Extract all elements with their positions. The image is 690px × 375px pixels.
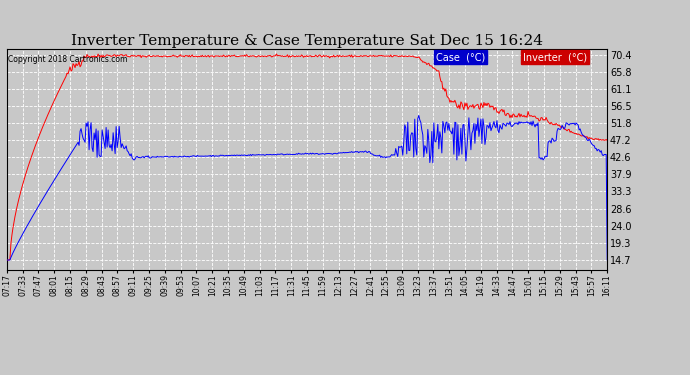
Title: Inverter Temperature & Case Temperature Sat Dec 15 16:24: Inverter Temperature & Case Temperature … (71, 34, 543, 48)
Text: Copyright 2018 Cartronics.com: Copyright 2018 Cartronics.com (8, 56, 127, 64)
Text: Inverter  (°C): Inverter (°C) (523, 52, 587, 62)
Text: Case  (°C): Case (°C) (436, 52, 485, 62)
